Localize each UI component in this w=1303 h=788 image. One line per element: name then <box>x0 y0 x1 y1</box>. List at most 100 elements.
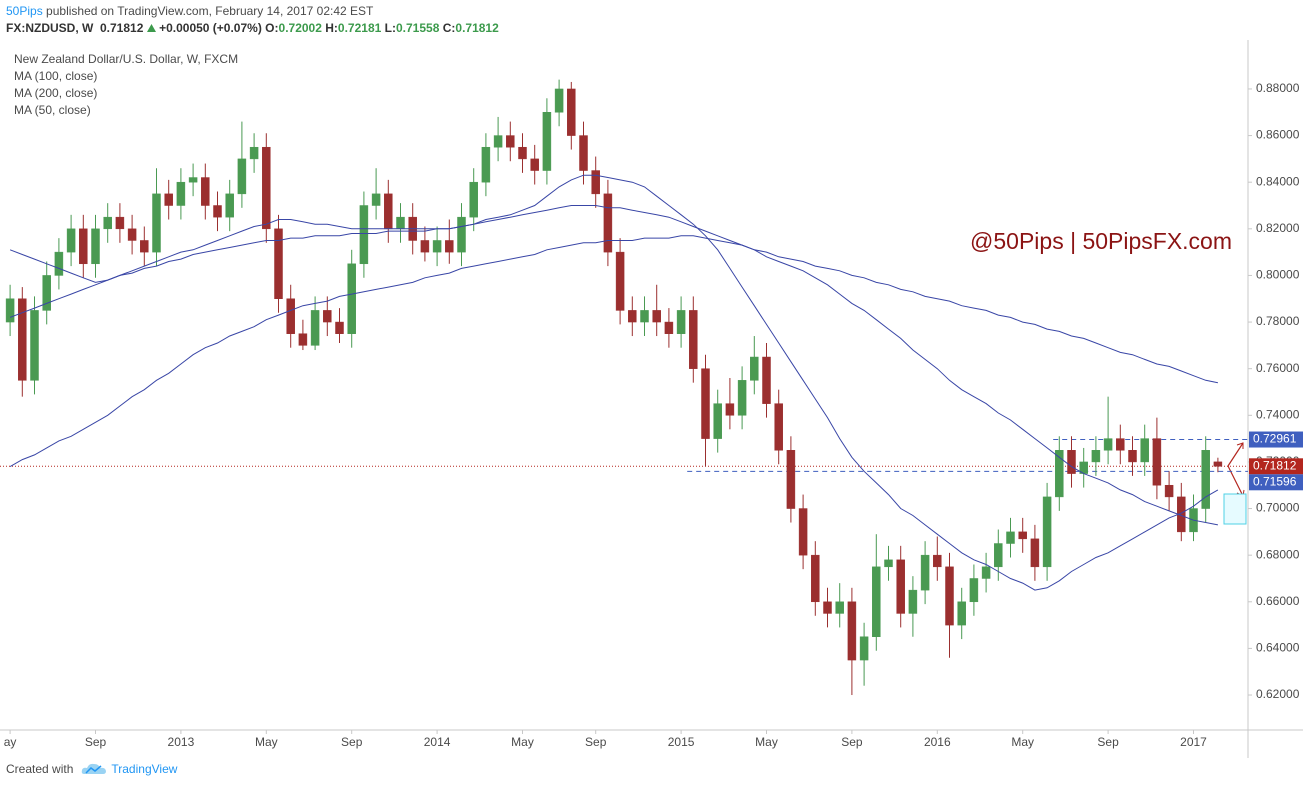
price-label: 0.71812 <box>1253 458 1297 472</box>
candle-body <box>908 589 918 614</box>
high-value: 0.72181 <box>337 21 382 35</box>
symbol: FX:NZDUSD, W <box>6 21 94 35</box>
candle-body <box>737 380 747 416</box>
candle-body <box>628 310 637 323</box>
candle-body <box>640 310 649 323</box>
candle-body <box>1103 438 1113 451</box>
candle-body <box>18 298 27 381</box>
x-tick-label: Sep <box>1097 735 1119 749</box>
candle-body <box>847 601 857 661</box>
x-tick-label: May <box>511 735 534 749</box>
candle-body <box>115 216 125 230</box>
candle-body <box>725 403 735 416</box>
candle-body <box>457 216 466 253</box>
candle-body <box>530 158 539 171</box>
candle-body <box>1213 461 1223 467</box>
candle-body <box>420 240 430 253</box>
x-tick-label: 2013 <box>168 735 195 749</box>
price-label: 0.72961 <box>1253 432 1297 446</box>
x-tick-label: Sep <box>341 735 363 749</box>
candle-body <box>579 135 588 171</box>
candle-body <box>469 181 478 218</box>
candle-body <box>676 310 686 334</box>
candle-body <box>652 310 661 323</box>
candle-body <box>554 88 564 113</box>
y-tick-label: 0.80000 <box>1256 268 1300 282</box>
x-tick-label: May <box>755 735 778 749</box>
y-tick-label: 0.64000 <box>1256 641 1300 655</box>
candle-body <box>872 566 881 638</box>
y-tick-label: 0.62000 <box>1256 687 1300 701</box>
y-tick-label: 0.70000 <box>1256 501 1300 515</box>
candle-body <box>713 403 722 439</box>
candle-body <box>66 228 76 253</box>
candle-body <box>5 298 15 323</box>
candle-body <box>603 193 613 253</box>
candle-body <box>384 193 393 230</box>
candle-body <box>920 554 930 591</box>
candle-body <box>359 205 369 265</box>
candle-body <box>591 170 600 195</box>
candle-body <box>750 356 759 381</box>
tradingview-link[interactable]: TradingView <box>111 762 178 776</box>
candle-body <box>811 554 820 603</box>
price-label: 0.71596 <box>1253 474 1297 488</box>
low-label: L: <box>384 21 396 35</box>
candle-body <box>1164 484 1174 498</box>
candle-body <box>371 193 381 206</box>
candle-body <box>701 368 710 439</box>
candle-body <box>1030 538 1040 568</box>
candle-body <box>981 566 991 579</box>
candle-body <box>140 240 149 253</box>
low-value: 0.71558 <box>395 21 440 35</box>
candle-body <box>835 601 844 614</box>
ma-line <box>9 174 1219 591</box>
candle-body <box>859 636 869 661</box>
candle-body <box>79 228 88 265</box>
tv-logo <box>82 763 107 774</box>
candle-body <box>994 543 1003 568</box>
x-tick-label: Sep <box>841 735 863 749</box>
candle-body <box>957 601 966 626</box>
candle-body <box>1006 531 1015 544</box>
x-tick-label: 2017 <box>1180 735 1207 749</box>
candle-body <box>567 88 576 136</box>
candle-body <box>103 216 112 230</box>
candle-body <box>1116 438 1125 451</box>
candle-body <box>1140 438 1149 463</box>
candle-body <box>518 146 527 160</box>
candle-body <box>127 228 137 241</box>
legend-entry: MA (50, close) <box>14 103 91 117</box>
x-tick-label: Sep <box>85 735 107 749</box>
candle-body <box>774 403 783 451</box>
candle-body <box>786 450 796 509</box>
candle-body <box>1067 450 1076 474</box>
up-icon <box>146 24 156 32</box>
chart-title: New Zealand Dollar/U.S. Dollar, W, FXCM <box>14 52 238 66</box>
candle-body <box>286 298 295 334</box>
candle-body <box>323 310 332 323</box>
high-label: H: <box>325 21 338 35</box>
candle-body <box>396 216 405 230</box>
candle-body <box>335 321 344 334</box>
candle-body <box>689 310 698 369</box>
candle-body <box>1018 531 1027 540</box>
y-tick-label: 0.66000 <box>1256 594 1300 608</box>
candle-body <box>445 240 454 253</box>
x-tick-label: 2016 <box>924 735 951 749</box>
y-tick-label: 0.82000 <box>1256 221 1300 235</box>
x-tick-label: Sep <box>585 735 607 749</box>
change: +0.00050 (+0.07%) <box>159 21 262 35</box>
candle-body <box>798 508 808 556</box>
candle-body <box>30 310 39 381</box>
x-tick-label: May <box>255 735 278 749</box>
author-link[interactable]: 50Pips <box>6 4 43 18</box>
candle-body <box>542 112 552 171</box>
candle-body <box>506 135 515 148</box>
candle-body <box>896 559 905 614</box>
price-label-box <box>1249 474 1303 491</box>
candle-body <box>188 177 198 183</box>
candle-body <box>1055 450 1064 498</box>
y-tick-label: 0.86000 <box>1256 128 1300 142</box>
